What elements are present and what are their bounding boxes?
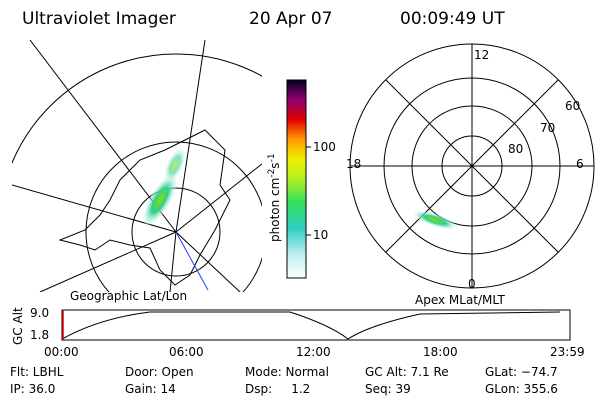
polar-label: Apex MLat/MLT [415, 293, 505, 307]
lat-label: 70 [540, 121, 555, 135]
time-tick: 12:00 [296, 345, 331, 359]
status-field: Mode: Normal [245, 365, 329, 379]
title: Ultraviolet Imager [22, 9, 176, 29]
colorbar-tick: 10 [313, 228, 328, 242]
polar-plot [349, 43, 595, 289]
status-field: Door: Open [125, 365, 194, 379]
date: 20 Apr 07 [249, 9, 332, 29]
status-panel: Flt: LBHL Door: Open Mode: Normal GC Alt: 7… [10, 365, 558, 396]
lat-label: 60 [565, 99, 580, 113]
mlt-label: 12 [474, 48, 489, 62]
status-field: GLat: −74.7 [485, 365, 558, 379]
mlt-label: 18 [346, 157, 361, 171]
exponent: -1 [267, 153, 277, 162]
status-field: Seq: 39 [365, 382, 411, 396]
alt-label: GC Alt [11, 307, 25, 345]
geographic-map [12, 40, 262, 292]
colorbar [286, 79, 307, 279]
time-tick: 18:00 [423, 345, 458, 359]
alt-tick: 1.8 [30, 328, 49, 342]
mlt-label: 6 [576, 157, 584, 171]
time: 00:09:49 UT [400, 9, 505, 29]
time-tick: 06:00 [169, 345, 204, 359]
altitude-bar [61, 309, 571, 341]
unit: photon cm [268, 178, 282, 242]
status-field: GC Alt: 7.1 Re [365, 365, 449, 379]
status-field: Dsp: 1.2 [245, 382, 310, 396]
time-tick: 23:59 [550, 345, 585, 359]
status-field: IP: 36.0 [10, 382, 55, 396]
status-field: Flt: LBHL [10, 365, 64, 379]
unit: s [268, 162, 282, 168]
mlt-label: 0 [468, 277, 476, 291]
colorbar-label: photon cm-2s-1 [267, 153, 282, 242]
status-field: GLon: 355.6 [485, 382, 558, 396]
altitude-curve [61, 311, 561, 340]
alt-tick: 9.0 [30, 306, 49, 320]
time-tick: 00:00 [44, 345, 79, 359]
colorbar-tick: 100 [313, 140, 336, 154]
map-label: Geographic Lat/Lon [70, 289, 187, 303]
status-field: Gain: 14 [125, 382, 176, 396]
lat-label: 80 [508, 142, 523, 156]
exponent: -2 [267, 169, 277, 178]
